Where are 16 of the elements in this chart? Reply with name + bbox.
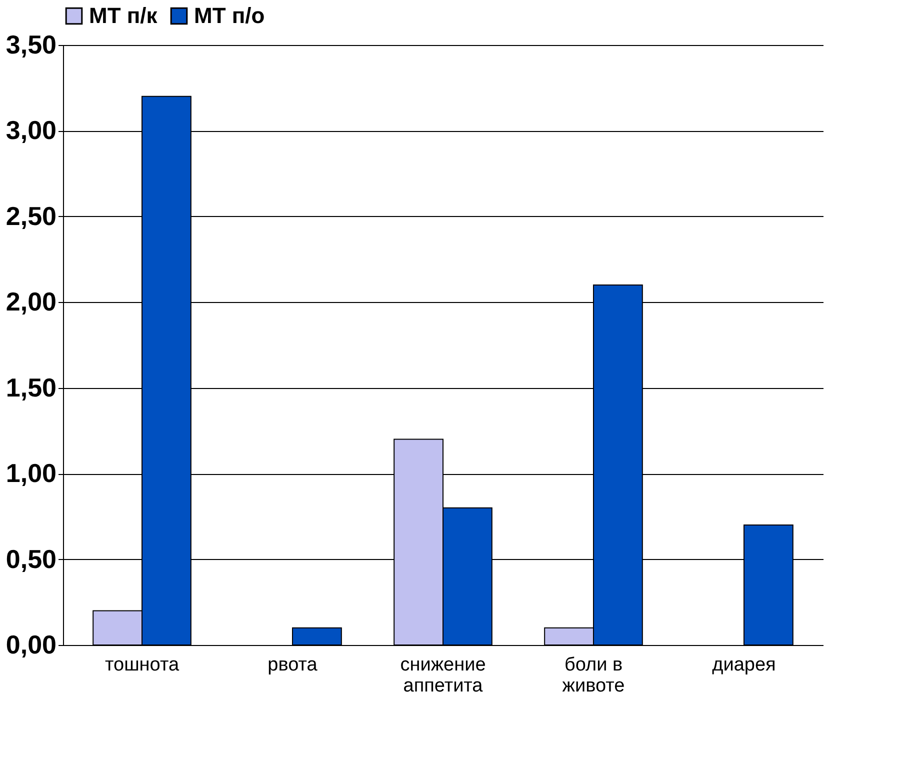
y-tick-label: 1,00 [6,458,56,488]
legend-label: МТ п/о [194,3,265,28]
y-tick-label: 3,50 [6,30,56,60]
y-tick-label: 0,50 [6,544,56,574]
x-tick-label: снижение аппетита [400,654,486,696]
legend-label: МТ п/к [89,3,158,28]
y-tick-label: 2,50 [6,200,56,231]
y-tick-label: 0,00 [6,630,56,660]
bar [292,627,342,646]
y-tick-label: 3,00 [6,115,56,146]
y-tick-label: 2,00 [6,286,56,317]
x-tick-label: боли в животе [562,654,625,696]
y-tick-label: 1,50 [6,372,56,402]
x-tick-label: тошнота [105,654,180,676]
x-tick-label: диарея [712,654,776,676]
x-tick-label: рвота [268,654,318,676]
